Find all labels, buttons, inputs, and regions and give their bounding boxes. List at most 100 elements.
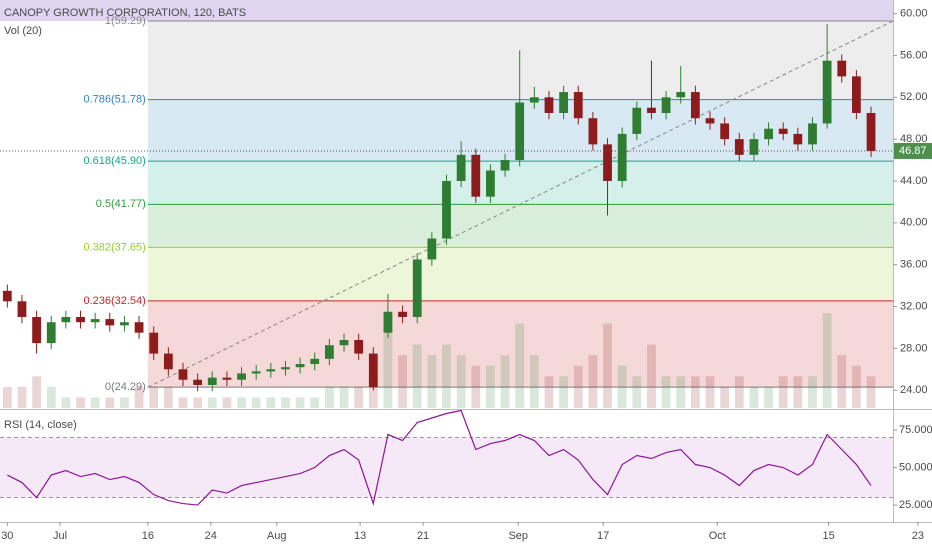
volume-bar [295,397,305,408]
fib-label: 0(24.29) [105,381,146,393]
volume-bar [32,376,41,408]
y-tick-label: 36.00 [900,259,928,271]
candle-body [456,154,466,181]
volume-bar [837,355,847,408]
fib-zone [147,300,894,388]
volume-bar [544,376,554,408]
volume-bar [822,313,832,408]
volume-bar [354,386,364,408]
volume-bar [500,355,510,408]
volume-bar [61,397,71,408]
volume-bar [705,376,715,408]
volume-bar [866,376,876,408]
volume-bar [676,376,686,408]
volume-bar [617,365,627,408]
fib-label: 0.382(37.65) [83,241,145,253]
x-tick-label: Oct [709,530,726,542]
volume-bar [559,376,569,408]
volume-bar [427,355,437,408]
candle-body [764,128,773,140]
candle-body [690,92,700,119]
fib-label: 0.618(45.90) [83,155,145,167]
x-tick-label: 30 [1,530,13,542]
candle-body [559,92,569,113]
candle-body [822,60,832,124]
rsi-y-tick-label: 25.0000 [899,499,932,511]
volume-bar [412,344,422,408]
volume-title: Vol (20) [4,25,42,37]
volume-bar [778,376,788,408]
y-tick-label: 24.00 [900,384,928,396]
y-tick-label: 44.00 [900,175,928,187]
candle-body [32,316,41,344]
volume-bar [690,376,700,408]
candle-body [120,322,129,326]
fib-zone [147,204,894,248]
volume-bar [632,376,642,408]
candle-body [354,340,364,354]
x-tick-label: 24 [205,530,217,542]
x-tick-label: Jul [53,530,67,542]
volume-bar [120,397,129,408]
volume-bar [515,323,525,408]
candle-body [837,60,847,77]
y-tick-label: 28.00 [900,342,928,354]
volume-bar [266,397,276,408]
volume-bar [398,355,407,408]
volume-bar [149,386,159,408]
candle-body [90,319,100,323]
candle-body [178,369,188,380]
candle-body [134,322,144,333]
volume-bar [90,397,100,408]
volume-bar [281,397,290,408]
volume-bar [368,376,378,408]
candle-body [193,379,203,385]
x-tick-label: 21 [417,530,429,542]
candle-body [163,353,173,370]
candle-body [515,102,525,161]
volume-bar [46,386,56,408]
fib-zone [147,161,894,205]
x-tick-label: 23 [912,530,924,542]
candle-body [207,377,217,385]
candle-body [749,139,759,155]
candle-body [471,154,481,197]
y-tick-label: 40.00 [900,217,928,229]
rsi-line [7,409,872,506]
volume-bar [764,386,773,408]
candle-body [383,311,393,333]
volume-bar [603,323,612,408]
rsi-band [0,437,893,498]
candle-body [412,259,422,317]
volume-bar [573,365,583,408]
candle-body [339,340,349,346]
rsi-y-tick-label: 50.0000 [899,461,932,473]
volume-bar [17,386,27,408]
volume-bar [251,397,261,408]
candle-body [149,332,159,354]
volume-bar [324,386,334,408]
candle-body [310,358,320,365]
candle-body [778,128,788,134]
volume-bar [2,386,12,408]
candle-body [617,133,627,181]
candle-body [632,107,642,134]
candle-body [603,144,612,181]
candle-body [808,123,817,145]
volume-bar [163,386,173,408]
x-tick-label: 13 [354,530,366,542]
candle-body [573,92,583,119]
x-tick-label: Aug [267,530,287,542]
volume-bar [720,386,730,408]
x-tick-label: 16 [142,530,154,542]
candle-body [76,316,85,323]
chart-title: CANOPY GROWTH CORPORATION, 120, BATS [4,7,246,19]
volume-bar [193,397,203,408]
fib-zone-top [0,0,893,22]
rsi-y-tick-label: 75.0000 [899,424,932,436]
fib-label: 0.5(41.77) [96,198,146,210]
candle-body [661,97,671,113]
candle-body [17,301,27,317]
candle-body [368,353,378,388]
